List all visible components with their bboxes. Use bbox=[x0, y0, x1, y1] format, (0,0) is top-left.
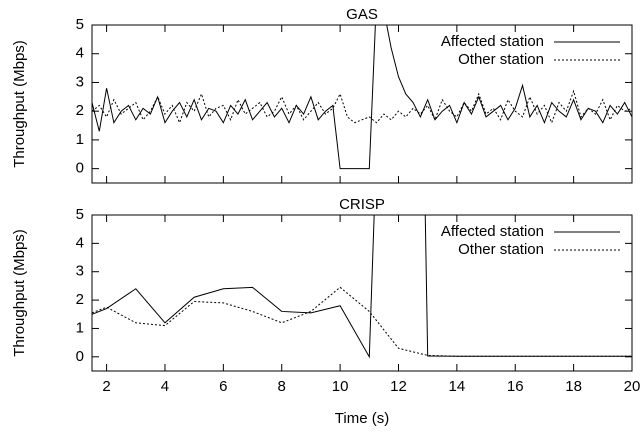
y-axis-label: Throughput (Mbps) bbox=[11, 229, 28, 357]
y-tick-label: 4 bbox=[76, 45, 84, 62]
x-tick-label: 2 bbox=[102, 378, 110, 395]
chart-title: GAS bbox=[346, 6, 378, 23]
y-tick-label: 0 bbox=[76, 160, 84, 177]
x-tick-label: 18 bbox=[565, 378, 582, 395]
x-tick-label: 16 bbox=[507, 378, 524, 395]
legend-label: Affected station bbox=[441, 33, 544, 50]
y-tick-label: 3 bbox=[76, 263, 84, 280]
x-tick-label: 20 bbox=[624, 378, 641, 395]
data-line bbox=[92, 286, 632, 357]
data-line bbox=[92, 215, 632, 359]
y-tick-label: 5 bbox=[76, 16, 84, 33]
plot-area bbox=[92, 25, 632, 170]
y-tick-label: 0 bbox=[76, 348, 84, 365]
data-line bbox=[92, 89, 632, 125]
y-tick-label: 3 bbox=[76, 73, 84, 90]
y-tick-label: 1 bbox=[76, 319, 84, 336]
y-axis-label: Throughput (Mbps) bbox=[11, 40, 28, 168]
x-tick-label: 6 bbox=[219, 378, 227, 395]
legend-label: Affected station bbox=[441, 223, 544, 240]
y-tick-label: 2 bbox=[76, 291, 84, 308]
x-axis-label: Time (s) bbox=[335, 410, 389, 427]
y-tick-label: 4 bbox=[76, 234, 84, 251]
y-tick-label: 2 bbox=[76, 102, 84, 119]
plot-area bbox=[92, 215, 632, 359]
x-tick-label: 10 bbox=[332, 378, 349, 395]
data-line bbox=[92, 25, 632, 170]
plot-frame bbox=[91, 24, 633, 184]
y-tick-label: 1 bbox=[76, 131, 84, 148]
x-tick-label: 8 bbox=[278, 378, 286, 395]
plot-frame bbox=[91, 214, 633, 372]
x-tick-label: 14 bbox=[449, 378, 466, 395]
legend-label: Other station bbox=[458, 241, 544, 258]
legend-label: Other station bbox=[458, 51, 544, 68]
chart-title: CRISP bbox=[339, 196, 385, 213]
x-tick-label: 12 bbox=[390, 378, 407, 395]
x-tick-label: 4 bbox=[161, 378, 169, 395]
y-tick-label: 5 bbox=[76, 206, 84, 223]
